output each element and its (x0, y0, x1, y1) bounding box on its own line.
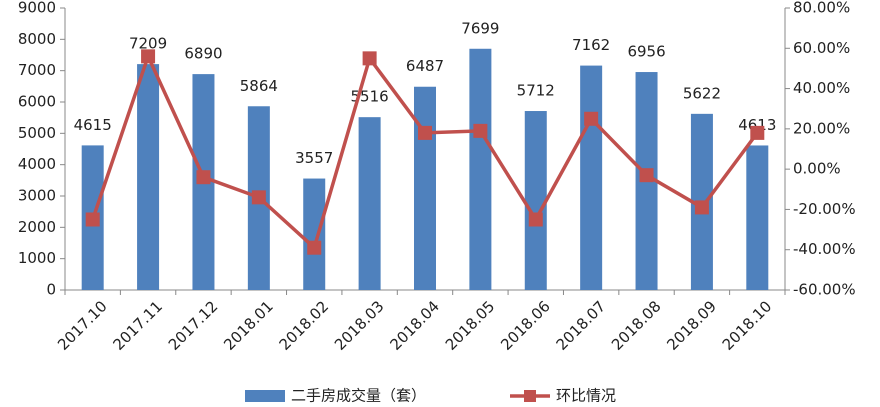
legend-label: 环比情况 (556, 387, 616, 405)
x-tick-label: 2018.09 (663, 297, 720, 354)
bar-label: 6890 (184, 45, 222, 63)
x-tick-label: 2018.06 (497, 297, 554, 354)
line-marker (694, 200, 709, 215)
x-tick-label: 2018.05 (442, 297, 499, 354)
y-tick-label: 1000 (18, 249, 56, 267)
bar (358, 117, 381, 290)
line-marker (750, 125, 765, 140)
y-tick-label: 9000 (18, 0, 56, 17)
x-tick-label: 2018.07 (553, 297, 610, 354)
bar-label: 7162 (572, 36, 610, 54)
bar-label: 7209 (129, 35, 167, 53)
line-marker (639, 168, 654, 183)
bar (580, 65, 603, 290)
x-tick-label: 2018.04 (386, 297, 443, 354)
x-tick-label: 2018.08 (608, 297, 665, 354)
x-tick-label: 2018.03 (331, 297, 388, 354)
y2-tick-label: -40.00% (793, 240, 856, 258)
y2-tick-label: 60.00% (793, 39, 850, 57)
line-marker (362, 51, 377, 66)
y2-tick-label: 20.00% (793, 119, 850, 137)
y-tick-label: 6000 (18, 93, 56, 111)
bar-label: 7699 (461, 19, 499, 37)
line-marker (418, 125, 432, 140)
line-marker (196, 170, 211, 185)
y2-tick-label: 40.00% (793, 79, 850, 97)
y-tick-label: 5000 (18, 124, 56, 142)
y-tick-label: 3000 (18, 187, 56, 205)
bar-label: 3557 (295, 149, 333, 167)
line-marker (85, 212, 100, 227)
legend-swatch (524, 390, 536, 402)
bar-label: 4615 (74, 116, 112, 134)
y2-tick-label: -20.00% (793, 200, 856, 218)
line-marker (251, 190, 266, 205)
bar (469, 48, 492, 291)
line-marker (528, 212, 543, 227)
bar-label: 6487 (406, 57, 444, 75)
bar-label: 5712 (517, 82, 555, 100)
y-tick-label: 4000 (18, 155, 56, 173)
bar (137, 64, 160, 290)
y-tick-label: 7000 (18, 61, 56, 79)
bar (524, 111, 547, 290)
y-tick-label: 0 (46, 281, 56, 299)
bar-label: 6956 (627, 43, 665, 61)
x-tick-label: 2017.12 (165, 297, 222, 354)
y2-tick-label: 0.00% (793, 160, 841, 178)
x-tick-label: 2018.01 (220, 297, 277, 354)
line-marker (584, 111, 599, 126)
bar (746, 145, 769, 290)
bar-label: 5622 (683, 84, 721, 102)
y-tick-label: 2000 (18, 218, 56, 236)
x-tick-label: 2018.10 (719, 297, 776, 354)
y2-tick-label: 80.00% (793, 0, 850, 17)
line-marker (307, 240, 322, 255)
bar-label: 4613 (738, 116, 776, 134)
bar (303, 178, 326, 290)
x-tick-label: 2017.11 (109, 297, 166, 354)
line-marker (141, 49, 156, 64)
bar-label: 5864 (240, 77, 278, 95)
bar (414, 86, 436, 291)
y-tick-label: 8000 (18, 30, 56, 48)
legend-label: 二手房成交量（套） (291, 387, 426, 405)
x-tick-label: 2018.02 (276, 297, 333, 354)
y2-tick-label: -60.00% (793, 281, 856, 299)
x-tick-label: 2017.10 (54, 297, 111, 354)
legend-swatch (245, 390, 285, 402)
line-marker (473, 123, 488, 138)
